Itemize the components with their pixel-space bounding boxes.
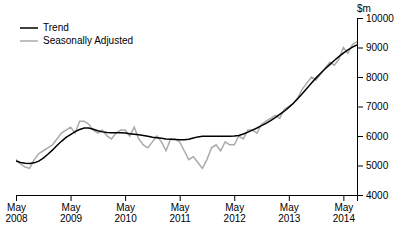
x-tick-label: May2014	[333, 202, 356, 224]
y-tick-mark	[357, 107, 363, 108]
legend-swatch	[20, 27, 38, 29]
y-tick-label: 10000	[366, 13, 394, 24]
y-tick: 7000	[357, 101, 389, 112]
legend-item: Trend	[20, 22, 69, 33]
y-tick-label: 7000	[366, 101, 389, 112]
y-tick: 9000	[357, 42, 389, 53]
x-tick-label-line: May	[280, 202, 299, 213]
x-tick: May2013	[278, 195, 301, 224]
legend-swatch	[20, 40, 38, 42]
y-tick-label: 5000	[366, 160, 389, 171]
x-tick: May2012	[224, 195, 247, 224]
y-tick-mark	[357, 18, 363, 19]
y-tick-label: 8000	[366, 72, 389, 83]
y-axis: 4000 5000 6000 7000 8000 9000 10000	[357, 13, 394, 201]
y-tick-mark	[357, 48, 363, 49]
x-tick: May2009	[60, 195, 83, 224]
x-tick-mark	[234, 195, 235, 201]
x-tick-label-line: 2008	[5, 213, 28, 224]
x-tick: May2008	[5, 195, 28, 224]
x-tick-label-line: 2009	[60, 213, 83, 224]
x-tick-label-line: 2010	[114, 213, 137, 224]
y-tick: 8000	[357, 72, 389, 83]
y-tick-label: 4000	[366, 190, 389, 201]
x-tick-mark	[71, 195, 72, 201]
legend-item: Seasonally Adjusted	[20, 35, 133, 46]
legend-label: Seasonally Adjusted	[43, 35, 133, 46]
x-tick-label-line: May	[116, 202, 135, 213]
x-tick-mark	[16, 195, 17, 201]
x-tick-label-line: May	[334, 202, 353, 213]
x-tick-label: May2010	[114, 202, 137, 224]
x-axis-line	[17, 196, 358, 202]
x-tick-label: May2008	[5, 202, 28, 224]
y-tick-mark	[357, 136, 363, 137]
x-tick-label-line: May	[171, 202, 190, 213]
x-tick-label-line: 2013	[278, 213, 301, 224]
y-tick: 10000	[357, 13, 394, 24]
x-tick-label: May2012	[224, 202, 247, 224]
x-tick-mark	[125, 195, 126, 201]
x-tick-label-line: May	[62, 202, 81, 213]
x-tick-label-line: 2011	[169, 213, 191, 224]
legend: Trend Seasonally Adjusted	[20, 22, 133, 46]
y-tick-label: 9000	[366, 42, 389, 53]
x-tick: May2014	[333, 195, 356, 224]
y-axis-line	[358, 19, 364, 196]
x-tick: May2010	[114, 195, 137, 224]
x-axis: May2008May2009May2010May2011May2012May20…	[5, 195, 357, 224]
x-tick: May2011	[169, 195, 191, 224]
x-tick-mark	[343, 195, 344, 201]
series-line	[16, 42, 357, 169]
y-axis-label: $m	[357, 3, 371, 14]
y-tick-mark	[357, 77, 363, 78]
y-tick: 5000	[357, 160, 389, 171]
series-line	[16, 45, 357, 164]
y-tick-label: 6000	[366, 131, 389, 142]
x-tick-label-line: May	[225, 202, 244, 213]
x-tick-label-line: May	[7, 202, 26, 213]
legend-label: Trend	[43, 22, 69, 33]
x-tick-label: May2013	[278, 202, 301, 224]
y-tick: 6000	[357, 131, 389, 142]
y-tick: 4000	[357, 190, 389, 201]
x-tick-label-line: 2012	[224, 213, 247, 224]
x-tick-mark	[180, 195, 181, 201]
x-tick-label-line: 2014	[333, 213, 356, 224]
lines	[16, 42, 357, 169]
plot: May2008May2009May2010May2011May2012May20…	[5, 3, 394, 224]
x-tick-label: May2011	[169, 202, 191, 224]
x-tick-mark	[289, 195, 290, 201]
x-tick-label: May2009	[60, 202, 83, 224]
y-tick-mark	[357, 166, 363, 167]
y-tick-mark	[357, 195, 363, 196]
chart: May2008May2009May2010May2011May2012May20…	[0, 0, 397, 227]
